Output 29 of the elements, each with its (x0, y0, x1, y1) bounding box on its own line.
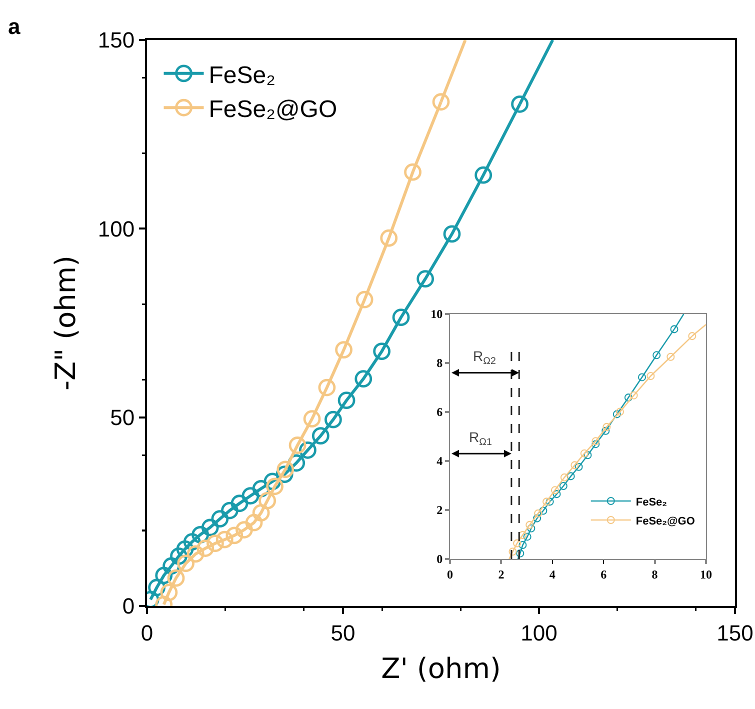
text: a (8, 14, 21, 39)
y-tick-label: 6 (436, 405, 443, 420)
y-tick-label: 50 (110, 405, 135, 430)
y-axis-title: -Z" (ohm) (49, 255, 82, 391)
x-tick-label: 50 (330, 620, 356, 646)
y-tick-label: 100 (98, 216, 135, 242)
x-tick-label: 10 (700, 567, 712, 582)
y-tick-label: 2 (436, 503, 443, 518)
x-tick-label: 150 (716, 620, 754, 646)
x-tick-label: 8 (652, 567, 658, 582)
y-tick-label: 4 (436, 454, 443, 468)
y-tick-label: 0 (122, 594, 135, 619)
legend-label: FeSe₂@GO (636, 515, 696, 528)
x-axis-title: Z' (ohm) (381, 652, 501, 685)
x-tick-label: 0 (447, 567, 453, 582)
annotation: R$_{Ω1}$ (469, 429, 492, 448)
legend-label: FeSe₂ (208, 62, 276, 89)
x-tick-label: 100 (520, 620, 558, 646)
y-tick-label: 150 (98, 28, 135, 53)
legend-label: FeSe₂@GO (208, 96, 338, 123)
y-tick-label: 0 (436, 552, 443, 566)
annotation: R$_{Ω2}$ (473, 348, 496, 367)
y-tick-label: 10 (430, 307, 443, 322)
x-tick-label: 6 (600, 567, 607, 582)
legend-label: FeSe₂ (636, 496, 668, 508)
x-tick-label: 0 (140, 620, 154, 646)
x-tick-label: 4 (549, 567, 556, 582)
x-tick-label: 2 (498, 567, 504, 582)
y-tick-label: 8 (436, 356, 443, 370)
